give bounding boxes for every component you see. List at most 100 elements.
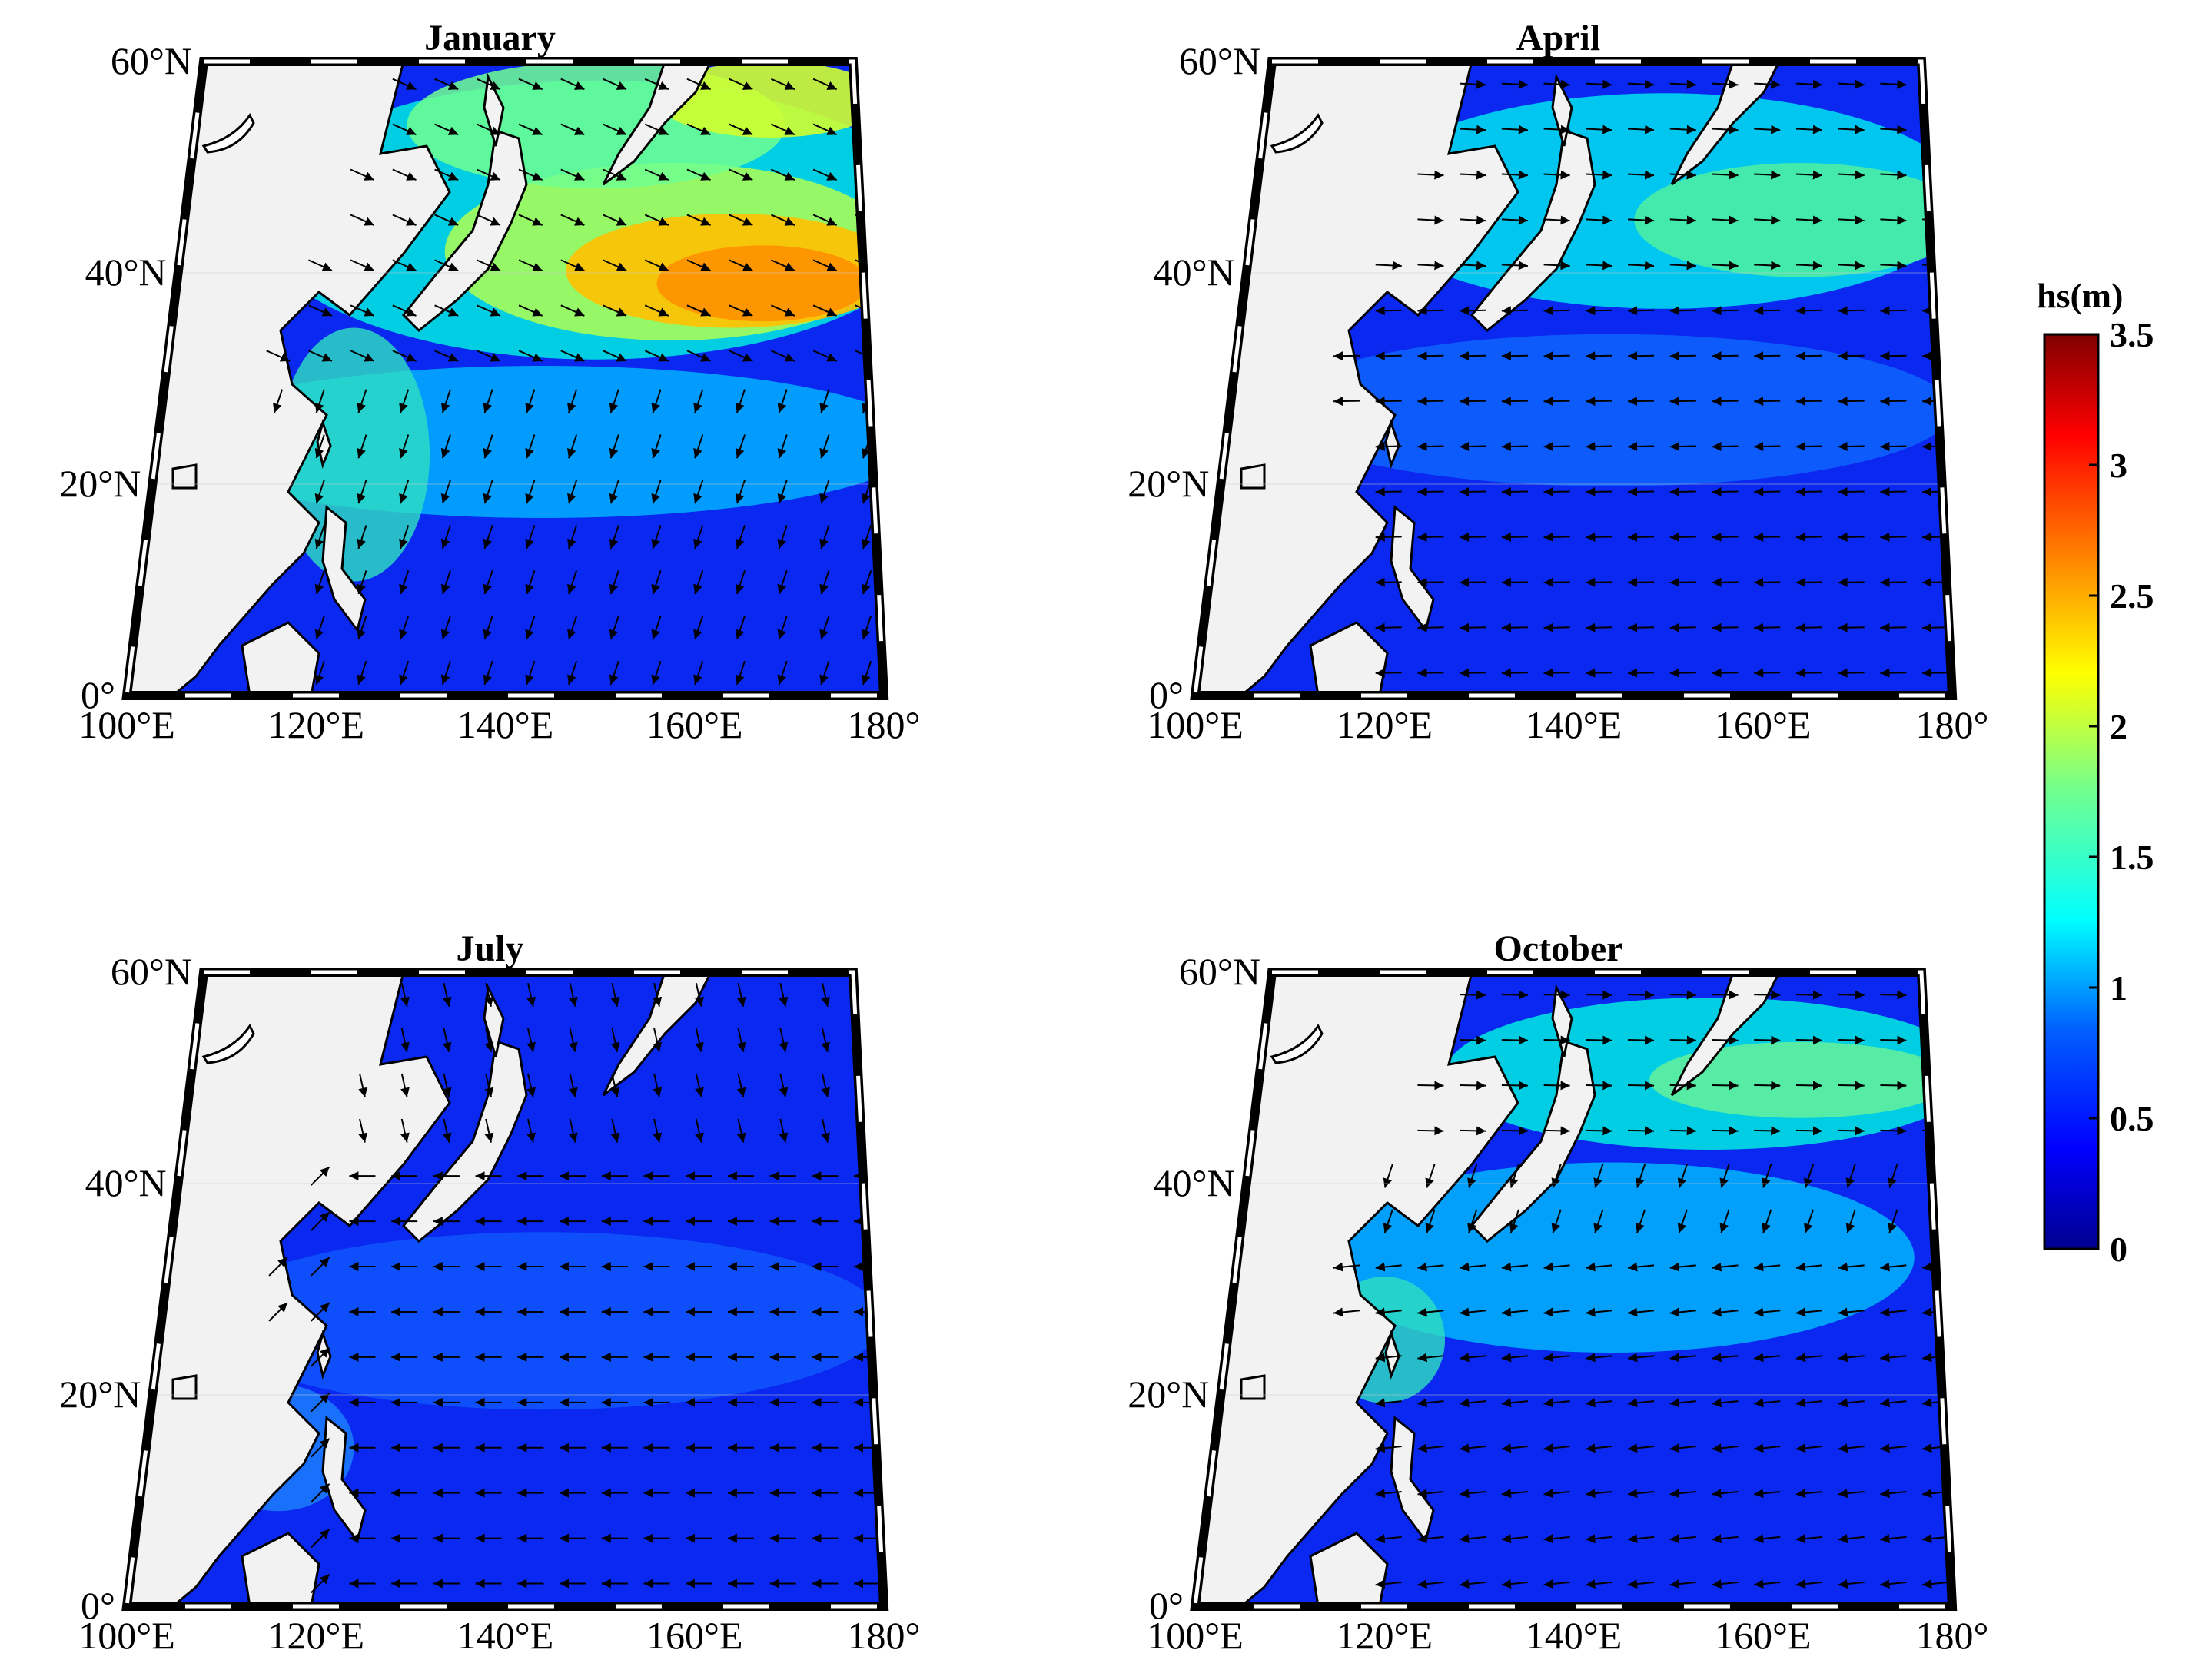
wind-arrow xyxy=(1795,1353,1823,1363)
wind-arrow xyxy=(695,1028,704,1052)
wind-arrow xyxy=(1543,1262,1570,1272)
wind-arrow xyxy=(1586,1353,1612,1363)
wind-arrow xyxy=(568,1118,578,1143)
wind-arrow xyxy=(1460,668,1486,678)
wind-arrow xyxy=(1795,1398,1823,1408)
wind-arrow xyxy=(442,982,452,1007)
wind-arrow xyxy=(308,259,333,271)
wind-arrow xyxy=(686,304,711,317)
wind-arrow xyxy=(399,615,410,640)
wind-arrow xyxy=(1795,577,1822,587)
wind-arrow xyxy=(392,78,417,91)
wind-arrow xyxy=(1712,1579,1739,1589)
wind-arrow xyxy=(819,570,830,595)
wind-arrow xyxy=(1838,1035,1865,1045)
wind-arrow xyxy=(1795,170,1822,180)
lon-label: 120°E xyxy=(267,703,364,746)
wind-arrow xyxy=(518,168,543,181)
wind-arrow xyxy=(1501,1307,1528,1317)
wind-arrow xyxy=(653,1028,663,1052)
wind-arrow xyxy=(1922,623,1949,632)
lat-label: 60°N xyxy=(1179,39,1260,82)
wind-arrow xyxy=(1501,668,1528,678)
wind-arrow xyxy=(1586,1081,1612,1091)
wind-arrow xyxy=(1543,623,1570,632)
wind-arrow xyxy=(1795,306,1822,316)
wind-arrow xyxy=(484,982,494,1007)
wind-arrow xyxy=(1628,351,1655,361)
wind-arrow xyxy=(819,615,830,640)
wind-arrow xyxy=(1460,577,1486,587)
wind-arrow xyxy=(735,525,746,549)
wind-arrow xyxy=(1712,397,1739,407)
wind-arrow xyxy=(651,434,662,459)
wind-arrow xyxy=(1754,1035,1781,1045)
wind-arrow xyxy=(819,660,830,686)
wind-arrow xyxy=(1922,668,1949,678)
wind-arrow xyxy=(1460,1398,1486,1408)
wind-arrow xyxy=(440,660,451,686)
wind-arrow xyxy=(1417,486,1444,496)
lat-label: 60°N xyxy=(1179,950,1260,993)
land-taiwan xyxy=(1384,418,1400,469)
map-frame-dash xyxy=(1193,970,1955,1609)
wind-arrow xyxy=(440,570,451,595)
wind-arrow xyxy=(311,1302,330,1322)
wind-arrow xyxy=(1795,1307,1823,1317)
wind-arrow xyxy=(1543,215,1570,225)
wind-arrow xyxy=(1460,623,1486,632)
wind-arrow xyxy=(567,434,578,459)
wind-arrow xyxy=(476,259,501,271)
wind-arrow xyxy=(1417,532,1444,542)
wind-arrow xyxy=(603,350,627,362)
wind-arrow xyxy=(1333,351,1360,361)
wind-arrow xyxy=(273,389,284,413)
land-hainan xyxy=(1240,463,1266,490)
land-japan xyxy=(401,129,528,333)
wind-arrow xyxy=(1543,79,1570,89)
wind-arrow xyxy=(1795,79,1822,89)
wind-arrow xyxy=(1712,577,1739,587)
wind-arrow xyxy=(1501,1579,1528,1589)
land-taiwan xyxy=(1384,1329,1400,1380)
colorbar-tick-label: 0 xyxy=(2110,1230,2127,1269)
lat-label: 20°N xyxy=(59,1373,141,1416)
wind-arrow xyxy=(1375,306,1402,316)
panel-title: April xyxy=(1516,18,1600,58)
wind-arrow xyxy=(1669,261,1696,271)
wind-arrow xyxy=(770,78,795,91)
wind-arrow xyxy=(1795,1579,1823,1589)
wind-arrow xyxy=(1460,170,1486,180)
wind-arrow xyxy=(1375,623,1402,632)
wind-arrow xyxy=(653,1073,663,1097)
wind-arrow xyxy=(1586,1443,1612,1453)
wind-arrow xyxy=(1628,623,1655,632)
wind-arrow xyxy=(603,123,627,136)
wind-arrow xyxy=(1712,261,1739,271)
wind-arrow xyxy=(812,78,838,91)
wind-arrow xyxy=(1754,1262,1781,1272)
wind-arrow xyxy=(1543,1353,1570,1363)
wind-arrow xyxy=(1586,668,1612,678)
wind-arrow xyxy=(1712,668,1739,678)
wind-arrow xyxy=(1586,1035,1612,1045)
wind-arrow xyxy=(1375,1534,1402,1544)
lon-label: 140°E xyxy=(457,703,554,746)
wind-arrow xyxy=(434,78,459,91)
wind-arrow xyxy=(434,259,459,271)
wind-arrow xyxy=(1712,486,1739,496)
wind-arrow xyxy=(1754,486,1781,496)
wind-arrow xyxy=(1628,125,1655,134)
wind-arrow xyxy=(434,168,459,181)
wind-arrow xyxy=(1460,1035,1486,1045)
wind-arrow xyxy=(770,214,795,226)
wind-arrow xyxy=(819,389,830,413)
wind-arrow xyxy=(560,78,585,91)
wind-arrow xyxy=(693,570,704,595)
wind-arrow xyxy=(1795,668,1822,678)
wind-arrow xyxy=(560,304,585,317)
wind-arrow xyxy=(1586,1398,1612,1408)
colorbar-title: hs(m) xyxy=(2037,276,2123,315)
wind-arrow xyxy=(350,214,375,226)
lon-label: 160°E xyxy=(646,703,743,746)
